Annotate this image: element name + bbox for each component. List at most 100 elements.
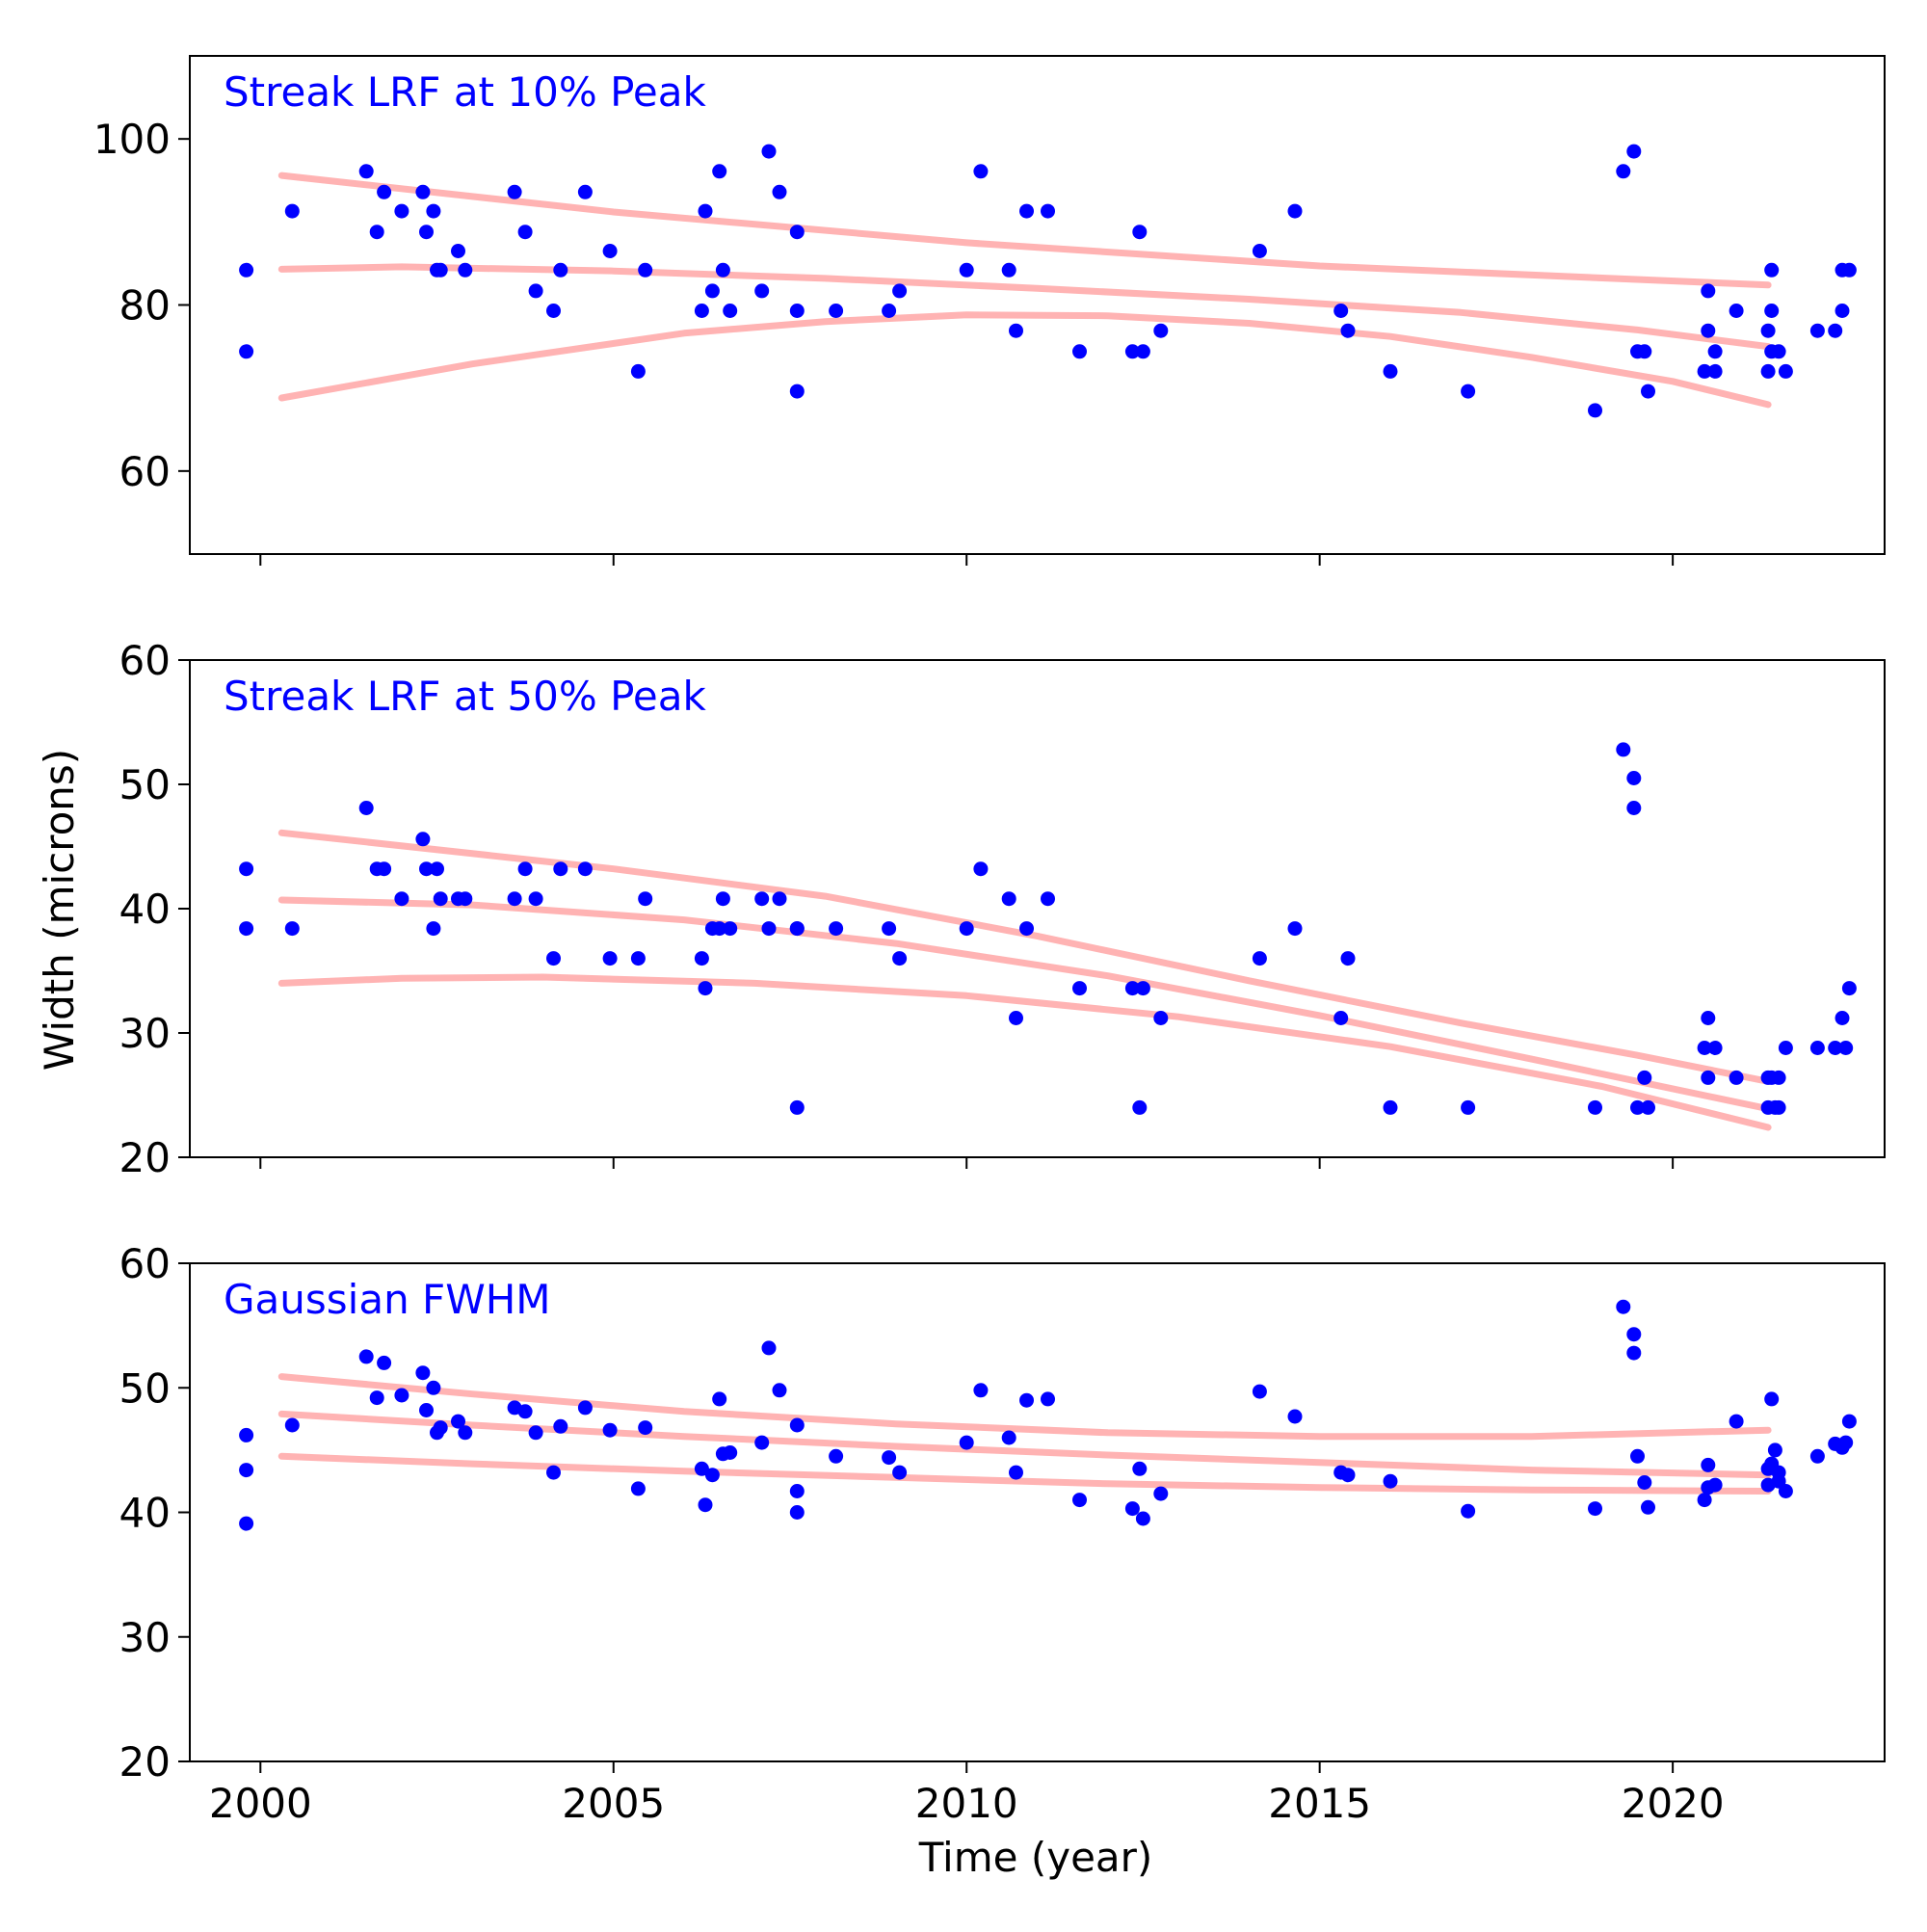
fit-curve-1: [277, 829, 1772, 1085]
data-point: [723, 1445, 738, 1460]
data-point: [694, 304, 709, 318]
data-point: [973, 164, 989, 179]
data-point: [1630, 1099, 1645, 1115]
data-point: [698, 203, 713, 219]
data-point: [892, 283, 908, 299]
data-point: [1641, 1499, 1655, 1515]
data-point: [1041, 891, 1055, 907]
data-point: [1124, 1501, 1140, 1517]
data-point: [1132, 1099, 1148, 1115]
data-point: [1701, 1070, 1716, 1085]
data-point: [1616, 164, 1631, 179]
x-tick-label: 2000: [209, 1780, 312, 1827]
data-point: [630, 1481, 646, 1496]
data-point: [789, 384, 805, 399]
data-point: [546, 304, 561, 318]
data-point: [1153, 1011, 1169, 1025]
data-point: [1630, 1448, 1645, 1464]
data-point: [1701, 323, 1716, 338]
data-point: [1588, 1099, 1602, 1115]
data-point: [1124, 981, 1140, 996]
data-point: [577, 184, 593, 199]
data-point: [1072, 344, 1087, 359]
data-point: [415, 1365, 431, 1381]
data-point: [1072, 1493, 1087, 1508]
data-point: [694, 1461, 709, 1476]
data-point: [1132, 225, 1148, 240]
data-point: [528, 1425, 543, 1441]
y-tick-label: 60: [119, 1240, 171, 1287]
data-point: [698, 1497, 713, 1513]
x-tick-label: 2010: [915, 1780, 1018, 1827]
data-point: [1778, 1041, 1793, 1055]
data-point: [638, 262, 653, 278]
data-point: [754, 891, 770, 907]
data-point: [1707, 1477, 1723, 1493]
data-point: [1828, 1041, 1843, 1055]
data-point: [1626, 801, 1642, 815]
data-point: [789, 1417, 805, 1433]
data-point: [1124, 344, 1140, 359]
data-point: [1041, 1391, 1055, 1407]
panel-title: Streak LRF at 10% Peak: [224, 68, 706, 116]
data-point: [419, 1403, 434, 1417]
data-point: [1835, 304, 1850, 318]
data-point: [1616, 1299, 1631, 1314]
data-point: [358, 801, 374, 815]
data-point: [358, 1349, 374, 1364]
panel-3: 20 30 40 50 60 2000 2005 2010 2015 2020 Gaussian F…: [119, 1240, 1886, 1827]
data-point: [553, 861, 568, 877]
data-point: [1588, 1501, 1602, 1517]
y-tick-label: 40: [119, 886, 171, 933]
data-point: [1637, 1070, 1652, 1085]
data-point: [630, 951, 646, 966]
data-point: [1701, 283, 1716, 299]
data-point: [1771, 1070, 1786, 1085]
data-point: [419, 861, 434, 877]
data-point: [882, 304, 897, 318]
data-point: [577, 1400, 593, 1416]
data-point: [1461, 1503, 1476, 1519]
data-point: [577, 861, 593, 877]
data-point: [1333, 304, 1349, 318]
data-point: [1252, 1384, 1267, 1399]
data-point: [1135, 981, 1150, 996]
data-point: [1001, 1430, 1016, 1445]
data-point: [1697, 1041, 1712, 1055]
data-point: [1135, 344, 1150, 359]
data-point: [507, 891, 522, 907]
data-point: [1641, 384, 1655, 399]
data-point: [517, 861, 533, 877]
data-point: [1637, 1475, 1652, 1490]
panel-1: 60 80 100 Streak LRF at 10% Peak: [93, 55, 1886, 566]
data-point: [712, 921, 727, 937]
data-point: [715, 262, 730, 278]
data-point: [415, 832, 431, 847]
fit-curve-2: [277, 1410, 1772, 1479]
data-point: [239, 1516, 254, 1531]
data-point: [1333, 1011, 1349, 1025]
data-point: [694, 951, 709, 966]
data-point: [1729, 1070, 1744, 1085]
data-point: [1252, 244, 1267, 258]
data-point: [1697, 363, 1712, 379]
data-point: [1771, 344, 1786, 359]
data-point: [1637, 344, 1652, 359]
data-point: [1841, 1414, 1857, 1429]
data-point: [458, 891, 473, 907]
data-point: [284, 1417, 300, 1433]
data-point: [1019, 921, 1034, 937]
data-point: [789, 225, 805, 240]
data-point: [239, 262, 254, 278]
fit-curve-3: [277, 973, 1772, 1131]
data-point: [430, 861, 444, 877]
data-point: [723, 304, 738, 318]
fit-curve-2: [277, 263, 1772, 351]
data-point: [1809, 1448, 1825, 1464]
data-point: [959, 1435, 974, 1450]
data-point: [517, 1404, 533, 1419]
data-point: [892, 951, 908, 966]
data-point: [458, 262, 473, 278]
data-point: [1809, 1041, 1825, 1055]
